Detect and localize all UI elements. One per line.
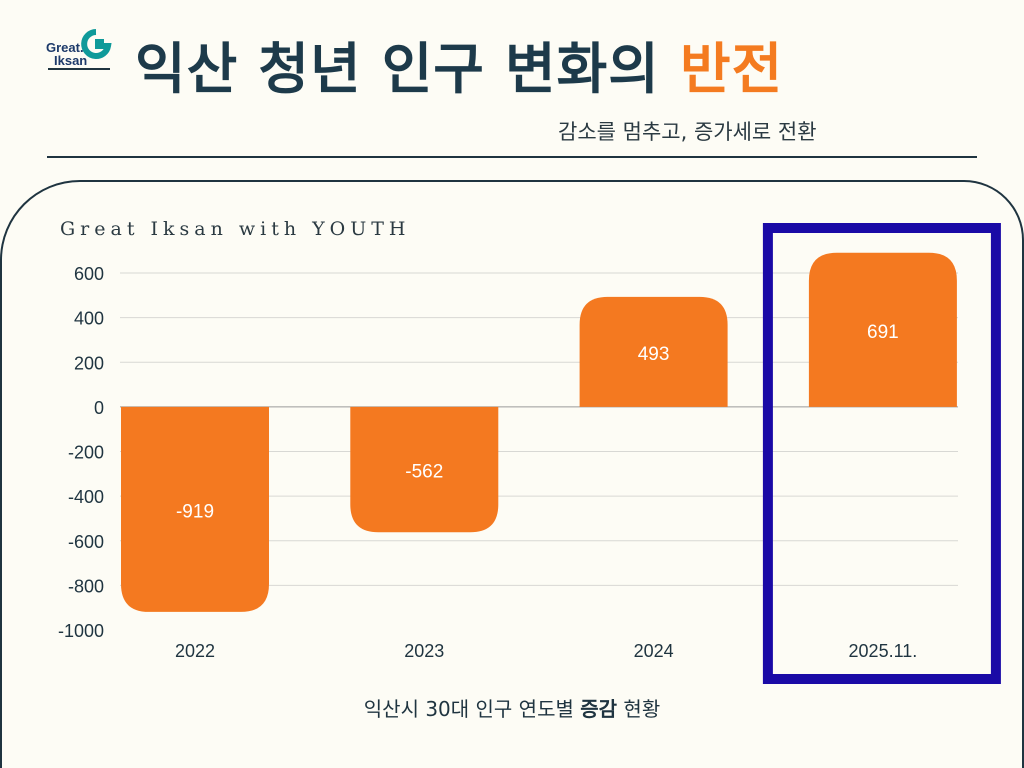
chart-caption: 익산시 30대 인구 연도별 증감 현황 bbox=[0, 693, 1024, 722]
great-iksan-logo: Great. Iksan bbox=[46, 29, 112, 70]
highlight-box bbox=[762, 223, 1001, 684]
data-label: 691 bbox=[867, 322, 899, 343]
caption-text: 익산시 30대 인구 연도별 bbox=[363, 697, 581, 721]
bar-2022 bbox=[121, 406, 269, 612]
x-tick-label: 2022 bbox=[175, 641, 215, 661]
x-tick-label: 2024 bbox=[634, 641, 674, 661]
svg-text:Iksan: Iksan bbox=[54, 53, 87, 68]
y-tick-label: 200 bbox=[74, 353, 104, 373]
x-tick-label: 2025.11. bbox=[849, 641, 918, 661]
svg-text:Great.: Great. bbox=[46, 40, 84, 55]
caption-text-end: 현황 bbox=[617, 697, 661, 721]
y-tick-label: -800 bbox=[68, 576, 104, 596]
divider bbox=[47, 156, 977, 158]
bar-2025.11. bbox=[808, 252, 957, 407]
y-tick-label: 600 bbox=[74, 264, 104, 284]
chart-panel bbox=[0, 180, 1024, 768]
data-label: -919 bbox=[176, 501, 214, 522]
y-tick-label: -600 bbox=[68, 532, 104, 552]
y-tick-label: -1000 bbox=[58, 621, 104, 641]
y-tick-label: -400 bbox=[68, 487, 104, 507]
bar-2024 bbox=[579, 296, 728, 407]
y-tick-label: -200 bbox=[68, 443, 104, 463]
title-highlight: 반전 bbox=[680, 37, 784, 101]
data-label: -562 bbox=[405, 462, 443, 483]
y-tick-label: 0 bbox=[94, 398, 104, 418]
data-label: 493 bbox=[638, 344, 670, 365]
brand-text: Great Iksan with YOUTH bbox=[60, 218, 411, 240]
y-tick-label: 400 bbox=[74, 309, 104, 329]
caption-bold: 증감 bbox=[580, 697, 618, 721]
page-title: 익산 청년 인구 변화의 반전 bbox=[135, 24, 783, 104]
subtitle: 감소를 멈추고, 증가세로 전환 bbox=[558, 120, 817, 144]
x-tick-label: 2023 bbox=[404, 641, 444, 661]
title-main: 익산 청년 인구 변화의 bbox=[135, 37, 660, 101]
bar-2023 bbox=[350, 406, 499, 533]
